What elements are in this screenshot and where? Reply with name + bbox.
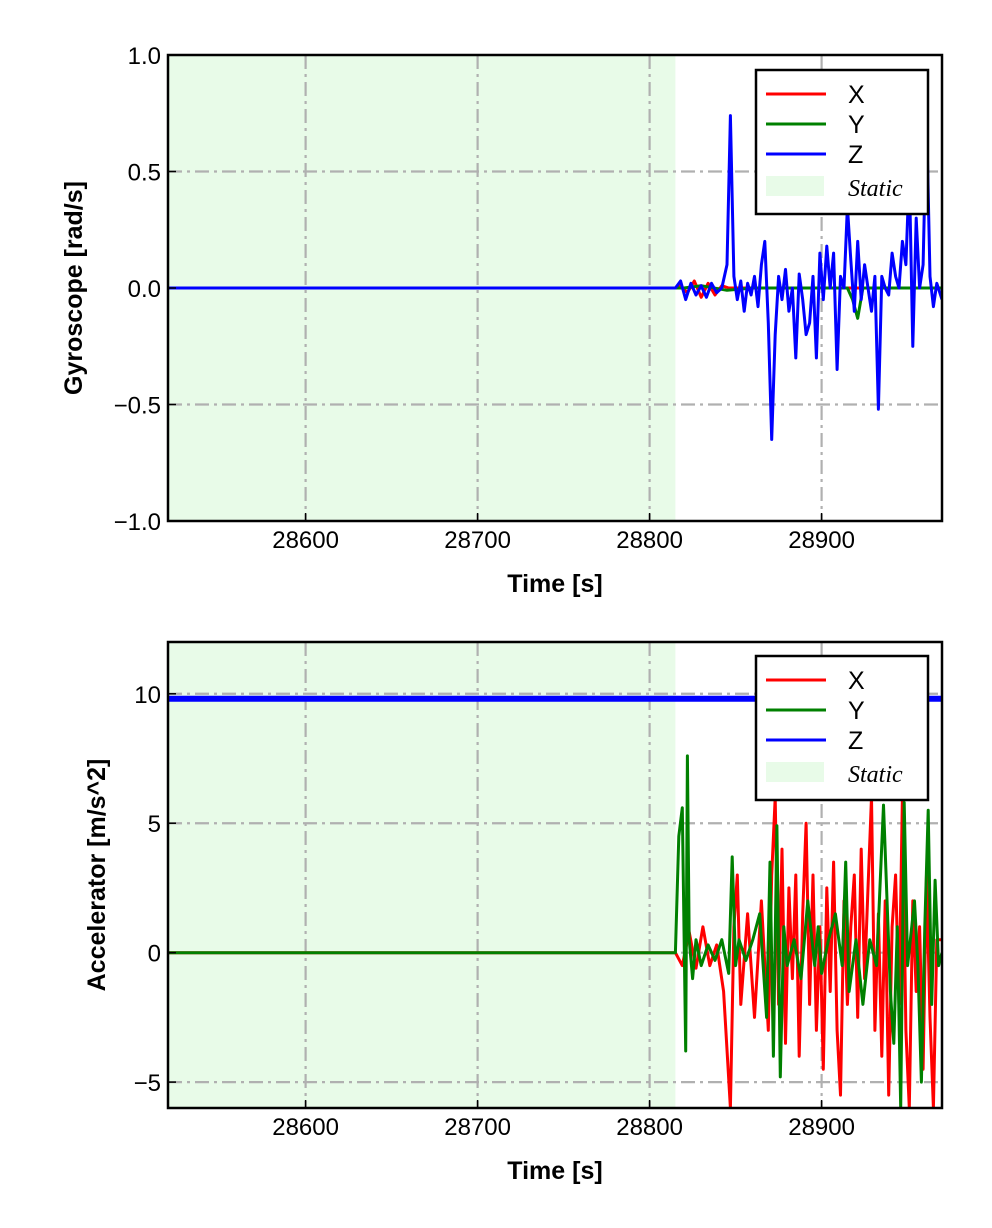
legend-label-static: Static — [848, 176, 903, 202]
y-tick-label: 1.0 — [128, 43, 161, 70]
legend-label-x: X — [848, 667, 865, 695]
legend-label-x: X — [848, 81, 865, 109]
axis-ticks: 28600 28700 28800 28900 −5 0 5 10 — [134, 682, 855, 1141]
legend: X Y Z Static — [754, 654, 930, 802]
legend: X Y Z Static — [754, 68, 930, 216]
series-y-line — [168, 754, 942, 1108]
y-tick-label: −5 — [134, 1070, 161, 1097]
axis-ticks: 28600 28700 28800 28900 −1.0 −0.5 0.0 0.5 1.0 — [114, 43, 855, 554]
y-axis-label: Accelerator [m/s^2] — [83, 759, 111, 992]
series-lines — [168, 111, 942, 441]
legend-label-y: Y — [848, 111, 865, 139]
x-tick-label: 28800 — [616, 527, 683, 554]
series-z-line — [168, 111, 942, 441]
legend-label-z: Z — [848, 727, 863, 755]
y-axis-label: Gyroscope [rad/s] — [60, 181, 88, 395]
y-tick-label: 0 — [148, 941, 161, 968]
plot-frame — [166, 640, 944, 1110]
y-tick-label: 0.0 — [128, 276, 161, 303]
x-axis-label: Time [s] — [507, 1157, 602, 1185]
legend-swatch-static — [766, 176, 824, 196]
x-tick-label: 28900 — [788, 527, 855, 554]
x-tick-label: 28700 — [444, 1114, 511, 1141]
gyroscope-chart: 28600 28700 28800 28900 −1.0 −0.5 0.0 0.5 1.0 Ti… — [60, 43, 944, 598]
y-tick-label: 10 — [134, 682, 161, 709]
x-tick-label: 28700 — [444, 527, 511, 554]
accelerator-chart: 28600 28700 28800 28900 −5 0 5 10 Time [s] Acce… — [83, 640, 944, 1185]
x-tick-label: 28600 — [272, 1114, 339, 1141]
x-tick-label: 28900 — [788, 1114, 855, 1141]
legend-label-static: Static — [848, 762, 903, 788]
y-tick-label: 5 — [148, 811, 161, 838]
static-region — [168, 642, 676, 1108]
legend-swatch-static — [766, 762, 824, 782]
y-tick-label: 0.5 — [128, 160, 161, 187]
y-tick-label: −1.0 — [114, 509, 161, 536]
x-tick-label: 28800 — [616, 1114, 683, 1141]
y-tick-label: −0.5 — [114, 393, 161, 420]
legend-label-z: Z — [848, 141, 863, 169]
x-tick-label: 28600 — [272, 527, 339, 554]
x-axis-label: Time [s] — [507, 570, 602, 598]
legend-label-y: Y — [848, 697, 865, 725]
